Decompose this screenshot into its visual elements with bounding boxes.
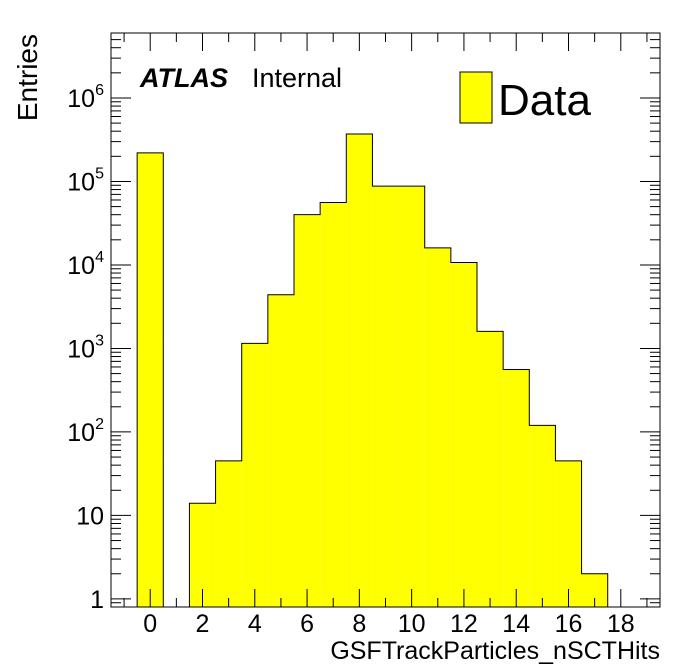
histogram-bin-3 (215, 460, 242, 607)
x-tick-label: 6 (300, 610, 314, 638)
histogram-bin-9 (372, 186, 399, 607)
x-tick-label: 14 (502, 610, 530, 638)
histogram-bin-6 (294, 214, 321, 607)
histogram-bin-5 (267, 294, 294, 607)
y-tick-label: 104 (67, 249, 104, 280)
x-tick-label: 0 (143, 610, 157, 638)
histogram-bin-15 (529, 425, 556, 607)
legend-swatch (459, 71, 493, 124)
histogram-bin-12 (450, 262, 477, 607)
y-axis-title: Entries (12, 34, 43, 121)
histogram-step-line (136, 133, 609, 607)
x-axis-title: GSFTrackParticles_nSCTHits (330, 637, 660, 665)
histogram-bin-11 (424, 247, 451, 607)
y-tick-label: 105 (67, 165, 104, 196)
histogram-bin-10 (398, 186, 425, 607)
histogram-bin-8 (346, 134, 373, 607)
internal-label: Internal (252, 63, 342, 93)
y-tick-label: 10 (76, 502, 104, 530)
histogram-bin-16 (555, 460, 582, 607)
x-tick-label: 16 (555, 610, 583, 638)
legend: Data (459, 71, 591, 125)
x-tick-label: 18 (607, 610, 635, 638)
histogram-bars (137, 134, 608, 608)
histogram-bin-4 (241, 343, 268, 607)
x-tick-label: 12 (450, 610, 478, 638)
histogram-bin-13 (477, 331, 504, 607)
x-tick-label: 2 (196, 610, 210, 638)
y-tick-label: 102 (67, 416, 104, 447)
x-tick-label: 10 (398, 610, 426, 638)
y-tick-label: 1 (90, 586, 104, 614)
x-axis-ticks: 0 2 4 6 8 10 12 14 16 18 (123, 33, 648, 638)
y-tick-label: 103 (67, 332, 104, 363)
atlas-label: ATLAS (139, 63, 228, 93)
histogram-bin-14 (503, 369, 530, 607)
y-axis-ticks: 1 10 102 103 104 105 106 (67, 32, 660, 614)
legend-label: Data (498, 76, 591, 125)
histogram-bin-0 (137, 152, 164, 608)
x-tick-label: 4 (248, 610, 262, 638)
x-tick-label: 8 (352, 610, 366, 638)
histogram-bin-7 (320, 202, 347, 607)
y-tick-label: 106 (67, 82, 104, 113)
histogram-outline (136, 133, 609, 607)
